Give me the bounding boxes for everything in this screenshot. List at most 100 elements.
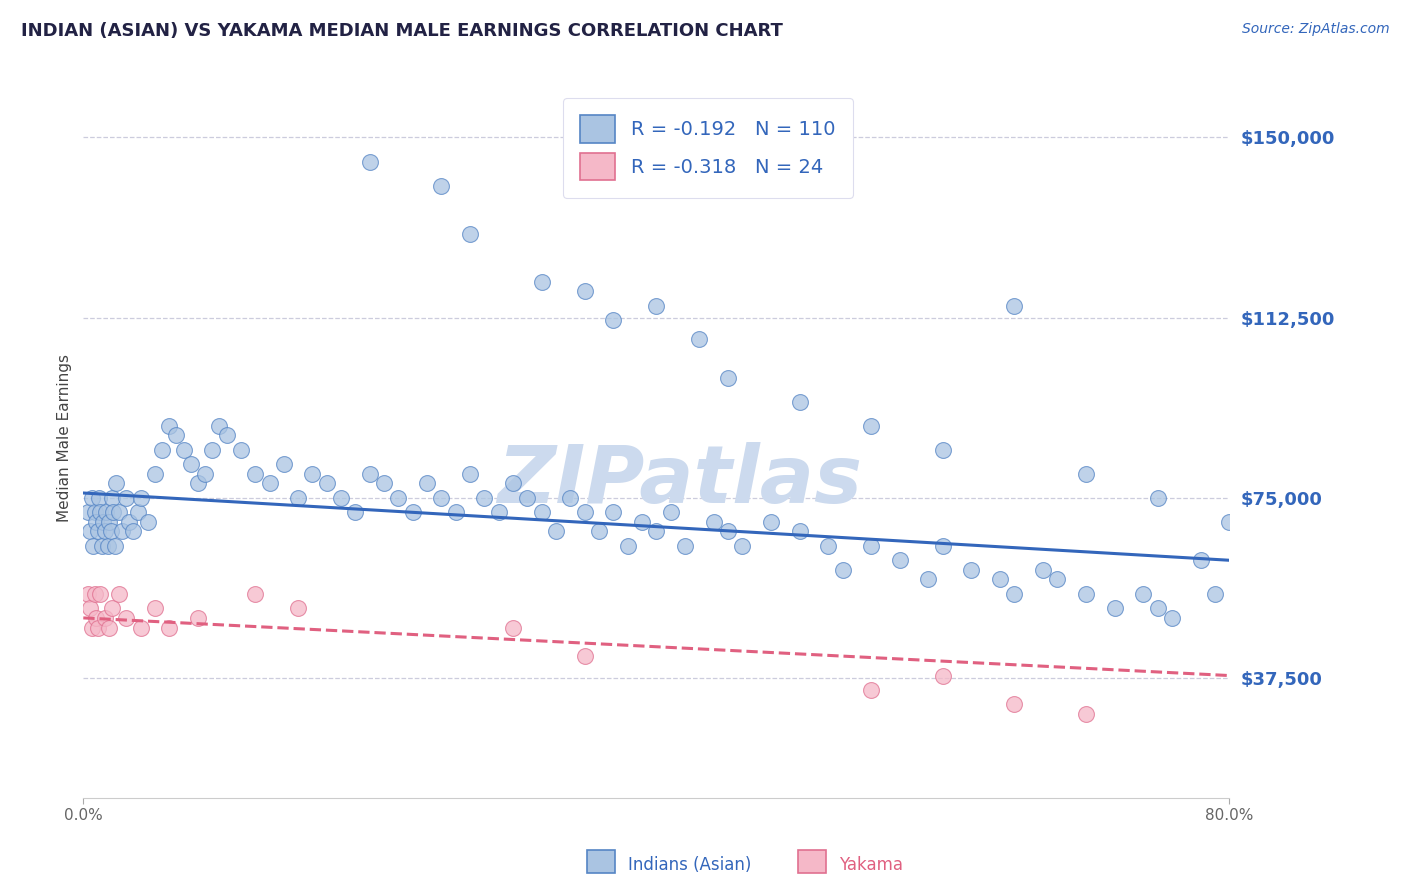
- Point: [860, 683, 883, 698]
- Point: [150, 442, 173, 457]
- Point: [84, 515, 107, 529]
- Point: [932, 539, 955, 553]
- Point: [574, 284, 596, 298]
- Point: [960, 563, 983, 577]
- Text: Source: ZipAtlas.com: Source: ZipAtlas.com: [1241, 22, 1389, 37]
- Point: [80, 491, 103, 505]
- Point: [917, 573, 939, 587]
- Point: [84, 611, 107, 625]
- Point: [157, 620, 180, 634]
- Point: [89, 587, 111, 601]
- Point: [530, 275, 553, 289]
- Point: [544, 524, 567, 539]
- Point: [1189, 553, 1212, 567]
- Point: [645, 299, 668, 313]
- Point: [180, 457, 202, 471]
- Point: [103, 505, 125, 519]
- Point: [115, 611, 138, 625]
- Y-axis label: Median Male Earnings: Median Male Earnings: [58, 354, 72, 522]
- Point: [373, 476, 395, 491]
- Point: [187, 611, 209, 625]
- Point: [76, 587, 98, 601]
- Point: [860, 539, 883, 553]
- Point: [1074, 467, 1097, 481]
- Point: [416, 476, 439, 491]
- Point: [474, 491, 496, 505]
- Point: [602, 313, 624, 327]
- Point: [301, 467, 323, 481]
- Point: [98, 620, 121, 634]
- Point: [731, 539, 754, 553]
- Point: [118, 515, 141, 529]
- Point: [94, 524, 117, 539]
- Point: [1161, 611, 1184, 625]
- Point: [96, 505, 118, 519]
- Legend: R = -0.192   N = 110, R = -0.318   N = 24: R = -0.192 N = 110, R = -0.318 N = 24: [562, 98, 853, 198]
- Point: [560, 491, 582, 505]
- Point: [83, 505, 105, 519]
- Point: [860, 418, 883, 433]
- Point: [104, 539, 127, 553]
- Point: [502, 476, 524, 491]
- Point: [430, 178, 453, 193]
- Point: [101, 601, 124, 615]
- Point: [208, 418, 231, 433]
- Point: [717, 524, 740, 539]
- Point: [387, 491, 409, 505]
- Point: [1104, 601, 1126, 615]
- Point: [215, 428, 238, 442]
- Point: [1132, 587, 1154, 601]
- Point: [93, 515, 115, 529]
- Point: [243, 587, 266, 601]
- Point: [127, 505, 149, 519]
- Point: [602, 505, 624, 519]
- Point: [616, 539, 638, 553]
- Text: Indians (Asian): Indians (Asian): [628, 856, 752, 874]
- Point: [1146, 491, 1168, 505]
- Point: [90, 539, 112, 553]
- Point: [79, 601, 101, 615]
- Point: [831, 563, 853, 577]
- Point: [988, 573, 1011, 587]
- Point: [631, 515, 654, 529]
- Point: [82, 539, 104, 553]
- Point: [932, 668, 955, 682]
- FancyBboxPatch shape: [797, 850, 827, 873]
- Point: [315, 476, 337, 491]
- Point: [402, 505, 425, 519]
- Point: [83, 587, 105, 601]
- Point: [105, 476, 128, 491]
- Point: [359, 467, 381, 481]
- Point: [444, 505, 467, 519]
- Point: [287, 601, 309, 615]
- Point: [759, 515, 782, 529]
- Point: [588, 524, 610, 539]
- FancyBboxPatch shape: [588, 850, 616, 873]
- Point: [136, 515, 159, 529]
- Point: [688, 332, 710, 346]
- Point: [789, 524, 811, 539]
- Point: [143, 601, 166, 615]
- Point: [201, 442, 224, 457]
- Point: [574, 649, 596, 664]
- Point: [789, 394, 811, 409]
- Point: [502, 620, 524, 634]
- Point: [703, 515, 725, 529]
- Point: [129, 491, 152, 505]
- Point: [98, 515, 121, 529]
- Point: [111, 524, 134, 539]
- Point: [932, 442, 955, 457]
- Point: [76, 505, 98, 519]
- Point: [1204, 587, 1226, 601]
- Point: [165, 428, 187, 442]
- Point: [1046, 573, 1069, 587]
- Point: [259, 476, 281, 491]
- Text: ZIPatlas: ZIPatlas: [496, 442, 862, 520]
- Point: [717, 370, 740, 384]
- Point: [100, 524, 122, 539]
- Point: [187, 476, 209, 491]
- Point: [645, 524, 668, 539]
- Point: [359, 154, 381, 169]
- Point: [94, 611, 117, 625]
- Point: [86, 524, 108, 539]
